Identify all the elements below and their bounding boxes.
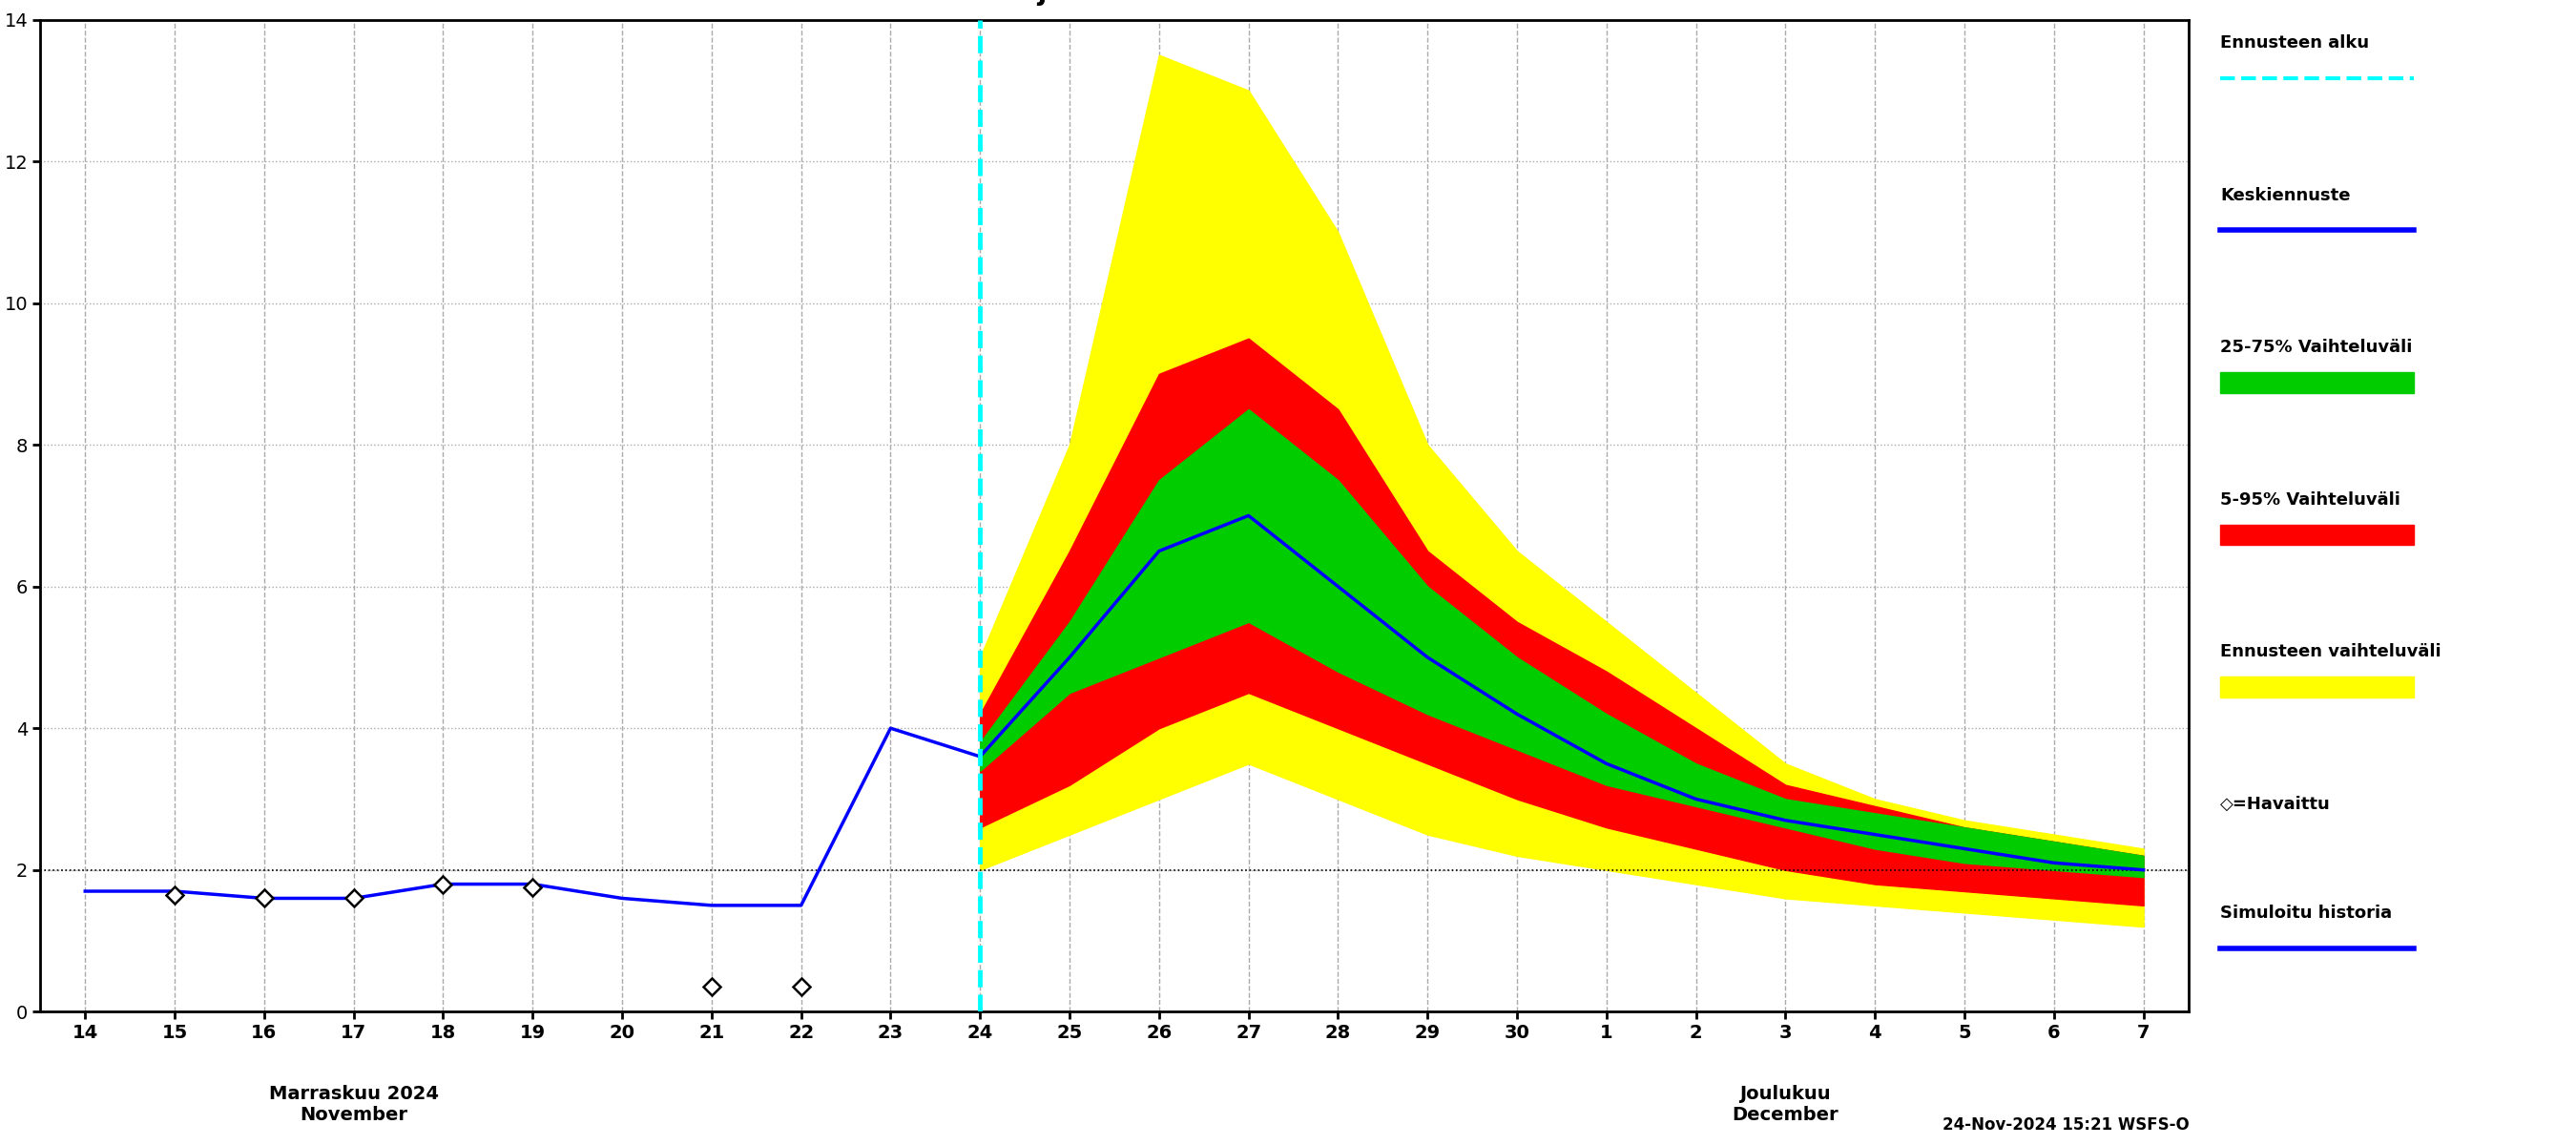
Title: 57 064 Iso Lamujärvi tulovirtaama 2 vrk ka: 57 064 Iso Lamujärvi tulovirtaama 2 vrk … — [793, 0, 1435, 6]
Text: 24-Nov-2024 15:21 WSFS-O: 24-Nov-2024 15:21 WSFS-O — [1942, 1116, 2190, 1134]
Text: ◇=Havaittu: ◇=Havaittu — [2221, 796, 2331, 813]
Text: Keskiennuste: Keskiennuste — [2221, 187, 2352, 204]
Text: Joulukuu
December: Joulukuu December — [1731, 1084, 1839, 1123]
Text: Simuloitu historia: Simuloitu historia — [2221, 905, 2393, 922]
Text: 5-95% Vaihteluväli: 5-95% Vaihteluväli — [2221, 491, 2401, 508]
Text: Ennusteen alku: Ennusteen alku — [2221, 34, 2370, 52]
Text: 25-75% Vaihteluväli: 25-75% Vaihteluväli — [2221, 339, 2414, 356]
Text: Marraskuu 2024
November: Marraskuu 2024 November — [268, 1084, 438, 1123]
Text: Ennusteen vaihteluväli: Ennusteen vaihteluväli — [2221, 643, 2442, 661]
